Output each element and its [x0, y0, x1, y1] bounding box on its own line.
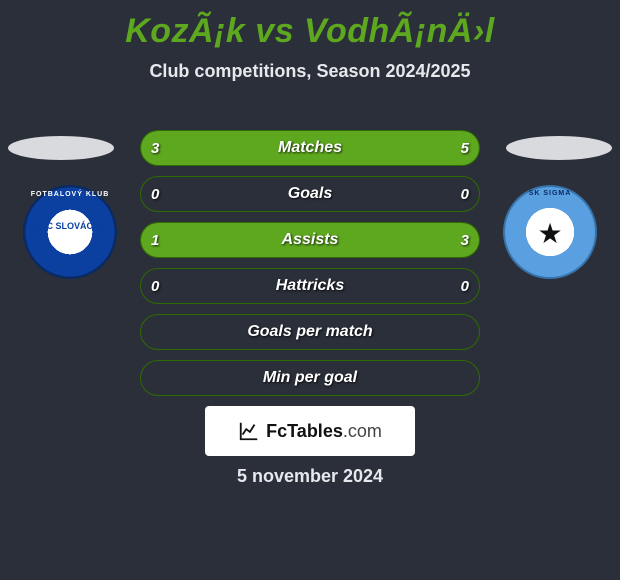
stat-bar-goals: Goals0 0 [140, 176, 480, 212]
stat-bar-value-left: 0 [151, 177, 159, 211]
stat-bar-value-right: 3 [461, 223, 469, 257]
stat-bar-label: Matches [141, 131, 479, 165]
crest-sigma: SK SIGMA ★ [503, 185, 597, 279]
chart-icon [238, 420, 260, 442]
stat-bar-label: Goals per match [141, 315, 479, 349]
stat-bar-label: Assists [141, 223, 479, 257]
stat-bar-hattricks: Hattricks0 0 [140, 268, 480, 304]
crest-arc-text: SK SIGMA [505, 190, 595, 197]
stat-bar-value-right: 5 [461, 131, 469, 165]
stat-bar-goals-per-match: Goals per match [140, 314, 480, 350]
stat-bars: Matches35Goals00Assists13Hattricks00Goal… [140, 130, 480, 406]
stat-bar-value-left: 1 [151, 223, 159, 257]
crest-arc-text: FOTBALOVÝ KLUB [25, 191, 115, 198]
comparison-panel: KozÃ¡k vs VodhÃ¡nÄ›l Club competitions, … [0, 12, 620, 580]
club-badge-right: SK SIGMA ★ [500, 182, 600, 282]
stat-bar-matches: Matches3 5 [140, 130, 480, 166]
page-title: KozÃ¡k vs VodhÃ¡nÄ›l [0, 12, 620, 51]
crest-inner-text: 1.FC SLOVÁCKO [25, 221, 115, 231]
logo-text-light: .com [343, 421, 382, 441]
stat-bar-label: Hattricks [141, 269, 479, 303]
crest-slovacko: FOTBALOVÝ KLUB 1.FC SLOVÁCKO [23, 185, 117, 279]
stat-bar-label: Goals [141, 177, 479, 211]
page-subtitle: Club competitions, Season 2024/2025 [0, 61, 620, 82]
star-icon: ★ [505, 217, 595, 250]
snapshot-date: 5 november 2024 [0, 466, 620, 487]
player-shadow-left [8, 136, 114, 160]
fctables-logo[interactable]: FcTables.com [205, 406, 415, 456]
logo-text-strong: FcTables [266, 421, 343, 441]
stat-bar-min-per-goal: Min per goal [140, 360, 480, 396]
stat-bar-value-right: 0 [461, 177, 469, 211]
stat-bar-label: Min per goal [141, 361, 479, 395]
stat-bar-assists: Assists1 3 [140, 222, 480, 258]
stat-bar-value-left: 3 [151, 131, 159, 165]
stat-bar-value-left: 0 [151, 269, 159, 303]
player-shadow-right [506, 136, 612, 160]
logo-text: FcTables.com [266, 421, 382, 442]
club-badge-left: FOTBALOVÝ KLUB 1.FC SLOVÁCKO [20, 182, 120, 282]
stat-bar-value-right: 0 [461, 269, 469, 303]
